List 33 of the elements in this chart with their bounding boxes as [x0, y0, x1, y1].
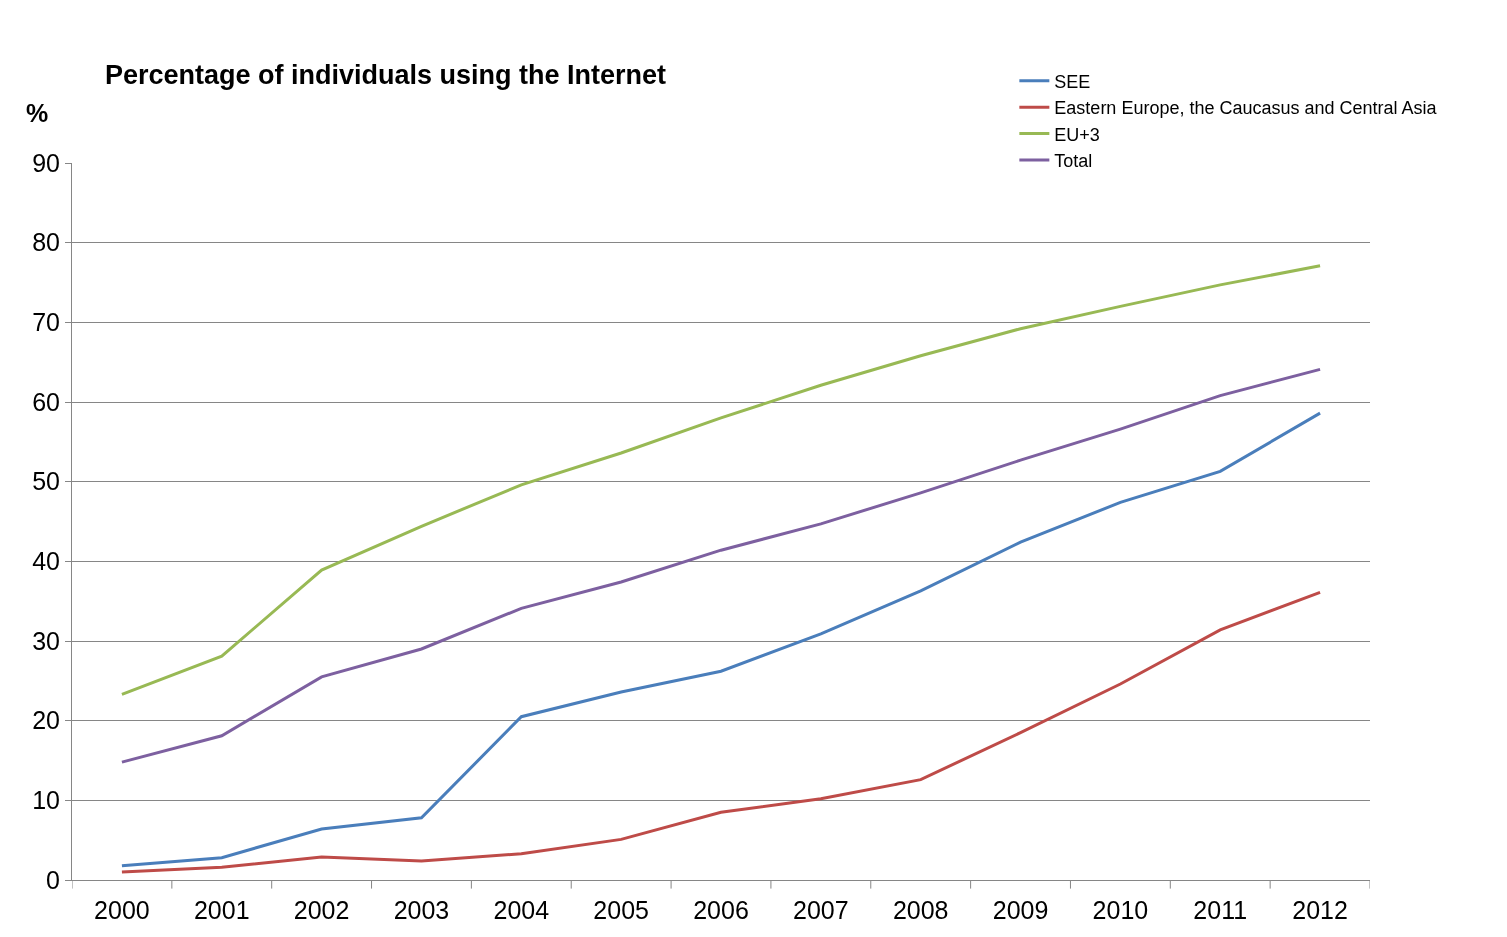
y-tick-label: 40: [32, 547, 60, 576]
y-tick-label: 50: [32, 467, 60, 496]
line-series: [120, 367, 1322, 764]
x-tick-label: 2006: [693, 896, 749, 924]
line-series: [120, 411, 1322, 868]
x-tick-label: 2001: [193, 896, 250, 924]
x-tick-label: 2010: [1092, 896, 1149, 924]
legend-label: SEE: [1054, 71, 1091, 92]
legend-label: Eastern Europe, the Caucasus and Central Asia: [1054, 98, 1438, 119]
chart-title: Percentage of individuals using the Internet: [105, 60, 667, 91]
y-tick-label: 60: [32, 387, 60, 416]
x-tick-label: 2007: [793, 896, 849, 924]
x-tick-label: 2012: [1292, 896, 1348, 924]
y-tick-label: 80: [32, 228, 60, 257]
x-tick-label: 2009: [992, 896, 1049, 924]
y-axis-title: %: [26, 99, 49, 127]
x-tick-label: 2003: [393, 896, 450, 924]
y-tick-label: 30: [32, 626, 60, 655]
line-series: [120, 590, 1322, 874]
y-tick-label: 20: [32, 706, 60, 735]
legend-label: EU+3: [1054, 124, 1100, 145]
y-tick-label: 90: [32, 148, 60, 177]
y-tick-label: 10: [32, 786, 60, 815]
line-series: [120, 264, 1322, 696]
x-tick-label: 2000: [94, 896, 150, 924]
x-tick-label: 2005: [593, 896, 649, 924]
x-tick-label: 2004: [493, 896, 550, 924]
y-tick-label: 70: [32, 308, 60, 337]
x-tick-label: 2011: [1193, 896, 1248, 924]
y-tick-label: 0: [46, 865, 60, 894]
x-tick-label: 2002: [293, 896, 350, 924]
x-tick-label: 2008: [892, 896, 949, 924]
legend-label: Total: [1054, 151, 1093, 172]
